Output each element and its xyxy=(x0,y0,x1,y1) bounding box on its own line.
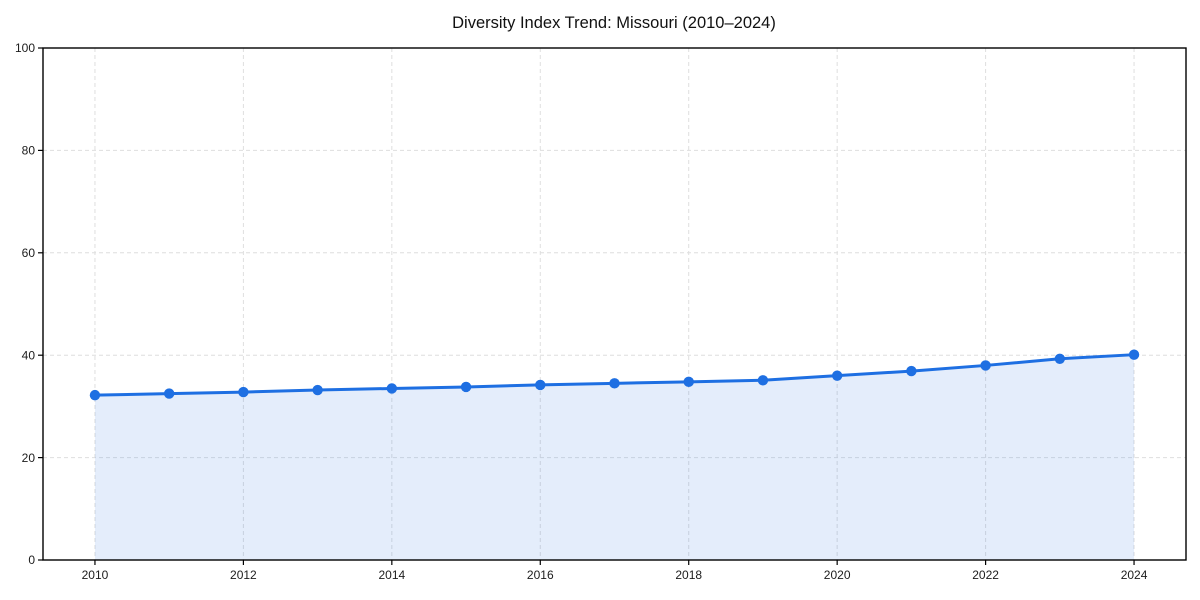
data-point-marker xyxy=(757,375,769,386)
data-point-marker xyxy=(609,378,620,389)
data-point-marker xyxy=(460,381,472,393)
data-point-marker xyxy=(163,388,175,399)
x-axis-tick-label: 2010 xyxy=(82,568,109,582)
y-axis-tick-label: 60 xyxy=(22,246,36,260)
x-axis-tick-label: 2020 xyxy=(824,568,851,582)
chart-title: Diversity Index Trend: Missouri (2010–20… xyxy=(452,14,776,32)
y-axis-tick-label: 80 xyxy=(22,144,36,158)
y-axis-tick-label: 20 xyxy=(22,451,36,465)
data-point-marker xyxy=(831,370,843,381)
x-axis-tick-label: 2016 xyxy=(527,568,554,582)
plot-border xyxy=(42,47,1187,561)
axes-layer: 2010 2012 2014 2016 2018 2020 2022 2024 0 20 40 60 8… xyxy=(15,41,1187,582)
x-axis-tick-label: 2012 xyxy=(230,568,257,582)
data-point-marker xyxy=(89,389,101,401)
data-point-marker xyxy=(238,386,249,398)
area-fill xyxy=(94,354,1135,560)
y-axis-tick-label: 40 xyxy=(22,348,36,362)
data-point-marker xyxy=(312,384,323,396)
series-layer xyxy=(89,349,1140,560)
x-axis-tick-label: 2024 xyxy=(1121,568,1148,582)
data-point-marker xyxy=(980,360,991,371)
data-point-marker xyxy=(386,383,398,394)
x-axis-tick-label: 2022 xyxy=(972,568,999,582)
gridlines-layer xyxy=(43,48,1186,560)
data-point-marker xyxy=(1128,349,1140,360)
x-axis-tick-label: 2018 xyxy=(675,568,702,582)
x-axis-tick-label: 2014 xyxy=(378,568,405,582)
data-point-marker xyxy=(683,376,694,388)
y-axis-tick-label: 100 xyxy=(15,41,35,55)
data-point-marker xyxy=(1054,353,1066,364)
y-axis-tick-label: 0 xyxy=(28,553,35,567)
data-point-marker xyxy=(906,365,917,377)
data-point-marker xyxy=(535,379,546,391)
